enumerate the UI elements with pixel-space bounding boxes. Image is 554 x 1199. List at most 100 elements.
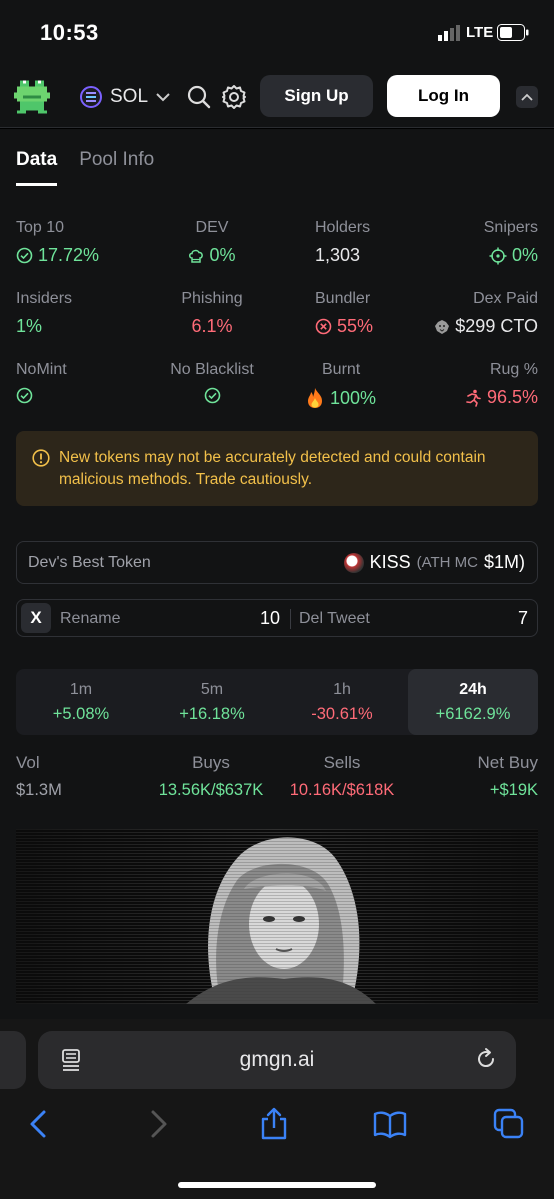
sells-value: 10.16K/$618K — [289, 781, 395, 799]
stat-label: Holders — [315, 219, 371, 236]
bookmarks-icon[interactable] — [373, 1107, 407, 1141]
stat-label: Insiders — [16, 290, 73, 307]
period-1m[interactable]: 1m +5.08% — [16, 669, 146, 735]
del-tweet-count: 7 — [517, 608, 528, 628]
status-bar: 10:53 LTE — [0, 0, 554, 64]
stat-rug: Rug % 96.5% — [418, 361, 538, 408]
stat-label: DEV — [195, 219, 229, 236]
x-twitter-icon[interactable]: X — [21, 603, 51, 633]
period-change: +16.18% — [179, 705, 245, 723]
stat-value: $299 CTO — [455, 316, 538, 336]
rename-count: 10 — [260, 608, 281, 628]
vol-label: Vol — [16, 753, 40, 772]
del-tweet-label: Del Tweet — [299, 610, 370, 627]
token-symbol: KISS — [369, 552, 411, 572]
stat-value: 6.1% — [191, 316, 233, 336]
net-buy-value: +$19K — [489, 781, 538, 799]
address-bar[interactable]: gmgn.ai — [38, 1031, 516, 1089]
stat-label: Dex Paid — [473, 290, 538, 307]
previous-tab-stub[interactable] — [0, 1031, 26, 1089]
period-label: 5m — [200, 681, 224, 698]
buys-stat: Buys 13.56K/$637K — [150, 753, 272, 800]
vol-stat: Vol $1.3M — [16, 753, 62, 800]
stat-value: 1% — [16, 316, 43, 336]
dev-best-token-row[interactable]: Dev's Best Token KISS (ATH MC $1M) — [16, 541, 538, 584]
x-circle-icon — [315, 318, 332, 335]
check-circle-icon — [204, 387, 220, 404]
lion-icon — [435, 319, 450, 334]
risk-warning-banner: New tokens may not be accurately detecte… — [16, 431, 538, 506]
period-5m[interactable]: 5m +16.18% — [147, 669, 277, 735]
solana-icon — [80, 86, 102, 108]
period-label: 1h — [333, 681, 351, 698]
browser-toolbar: gmgn.ai — [0, 1019, 554, 1199]
period-change: -30.61% — [311, 705, 373, 723]
share-icon[interactable] — [257, 1107, 291, 1141]
price-change-periods: 1m +5.08% 5m +16.18% 1h -30.61% 24h +616… — [16, 669, 538, 735]
app-header: SOL Sign Up Log In — [0, 64, 554, 128]
rename-label: Rename — [60, 610, 121, 627]
stat-value: 17.72% — [38, 245, 100, 265]
gmgn-frog-logo-icon[interactable] — [14, 80, 50, 114]
tab-pool-info[interactable]: Pool Info — [79, 149, 155, 170]
running-person-icon — [466, 389, 481, 407]
reload-icon[interactable] — [474, 1047, 498, 1071]
warning-icon — [32, 449, 50, 467]
divider — [290, 609, 291, 629]
sells-stat: Sells 10.16K/$618K — [282, 753, 402, 800]
stat-top10: Top 10 17.72% — [16, 219, 99, 266]
collapse-button[interactable] — [516, 86, 538, 108]
stat-value: 0% — [209, 245, 236, 265]
home-indicator — [178, 1182, 376, 1188]
stat-snipers: Snipers 0% — [418, 219, 538, 266]
fire-icon — [308, 388, 322, 408]
period-24h[interactable]: 24h +6162.9% — [408, 669, 538, 735]
period-label: 24h — [459, 681, 487, 698]
period-change: +5.08% — [52, 705, 110, 723]
portrait-image — [16, 829, 538, 1004]
stat-bundler: Bundler 55% — [315, 290, 373, 337]
status-time: 10:53 — [40, 20, 99, 45]
search-icon[interactable] — [186, 84, 212, 110]
stat-value: 100% — [330, 387, 377, 408]
buys-label: Buys — [192, 753, 230, 772]
stat-no-blacklist: No Blacklist — [157, 361, 267, 404]
period-1h[interactable]: 1h -30.61% — [277, 669, 407, 735]
ath-value: $1M) — [483, 552, 525, 572]
dev-best-token-label: Dev's Best Token — [28, 554, 151, 571]
token-avatar — [343, 552, 364, 573]
chef-hat-icon — [189, 249, 204, 263]
stat-burnt: Burnt 100% — [305, 361, 395, 409]
stat-value: 1,303 — [315, 245, 361, 265]
back-icon[interactable] — [22, 1107, 56, 1141]
forward-icon[interactable] — [141, 1107, 175, 1141]
stat-dex-paid: Dex Paid $299 CTO — [398, 290, 538, 337]
log-in-button[interactable]: Log In — [387, 75, 500, 117]
stat-label: Bundler — [315, 290, 371, 307]
period-change: +6162.9% — [435, 705, 511, 723]
tabs-icon[interactable] — [492, 1107, 526, 1141]
check-circle-icon — [16, 247, 33, 264]
stat-value: 96.5% — [486, 387, 538, 407]
tab-data[interactable]: Data — [16, 149, 58, 186]
buys-value: 13.56K/$637K — [158, 781, 264, 799]
stat-value: 0% — [511, 245, 538, 265]
chevron-up-icon — [521, 93, 533, 101]
tab-bar: Data Pool Info — [16, 149, 154, 186]
url-text: gmgn.ai — [239, 1048, 315, 1071]
battery-icon — [497, 24, 529, 41]
reader-icon[interactable] — [60, 1048, 82, 1072]
chain-selector[interactable]: SOL — [80, 84, 170, 110]
chevron-down-icon — [156, 93, 170, 102]
twitter-history-row: X Rename 10 Del Tweet 7 — [16, 599, 538, 637]
net-buy-label: Net Buy — [477, 753, 538, 772]
stat-label: Snipers — [483, 219, 538, 236]
stat-phishing: Phishing 6.1% — [162, 290, 262, 337]
crosshair-icon — [489, 247, 507, 264]
net-buy-stat: Net Buy +$19K — [438, 753, 538, 800]
sign-up-button[interactable]: Sign Up — [260, 75, 373, 117]
stat-nomint: NoMint — [16, 361, 67, 404]
chain-label: SOL — [110, 86, 149, 107]
gear-icon[interactable] — [221, 84, 247, 110]
period-label: 1m — [69, 681, 93, 698]
